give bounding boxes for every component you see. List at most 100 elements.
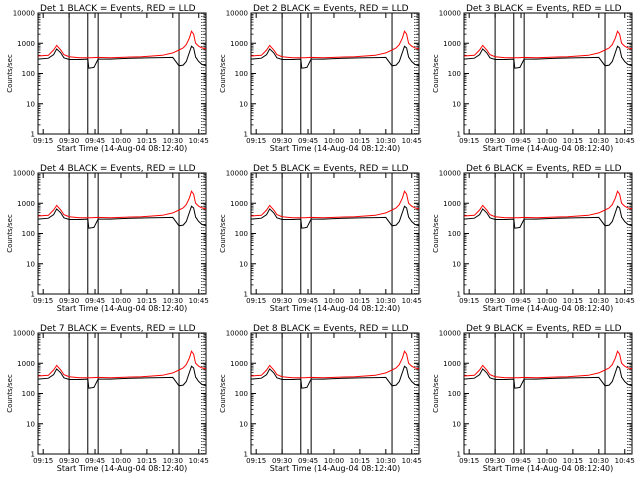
- plot-frame: [37, 332, 207, 455]
- x-tick-label: 10:15: [563, 457, 583, 465]
- x-tick-label: 10:00: [111, 297, 131, 305]
- y-tick-label: 10: [239, 420, 248, 428]
- x-axis-label: Start Time (14-Aug-04 08:12:40): [483, 464, 614, 473]
- x-tick-label: 09:45: [298, 457, 318, 465]
- x-tick-label: 10:45: [402, 457, 422, 465]
- x-tick-label: 09:45: [511, 457, 531, 465]
- x-tick-label: 09:30: [59, 297, 79, 305]
- x-tick-label: 10:30: [163, 137, 183, 145]
- x-tick-label: 09:15: [33, 137, 53, 145]
- x-tick-label: 10:45: [615, 457, 635, 465]
- panel-1: Det 1 BLACK = Events, RED = LLD 1 10 100 100…: [6, 4, 209, 153]
- y-tick-label: 10: [26, 260, 35, 268]
- panel-6: Det 6 BLACK = Events, RED = LLD 1 10 100 100…: [432, 164, 635, 313]
- x-tick-label: 10:00: [324, 297, 344, 305]
- y-tick-label: 1: [31, 451, 35, 459]
- series-line-events: [37, 205, 207, 229]
- panel-title: Det 9 BLACK = Events, RED = LLD: [466, 324, 622, 334]
- panel-title: Det 5 BLACK = Events, RED = LLD: [253, 164, 409, 174]
- y-tick-label: 100: [235, 230, 248, 238]
- x-tick-label: 09:45: [85, 297, 105, 305]
- series-line-lld: [463, 190, 633, 219]
- x-tick-label: 10:15: [563, 137, 583, 145]
- series-line-events: [463, 365, 633, 389]
- y-axis-label: Counts/sec: [432, 374, 440, 413]
- x-tick-label: 09:45: [85, 457, 105, 465]
- y-tick-label: 10000: [13, 10, 35, 18]
- y-tick-label: 100: [448, 70, 461, 78]
- y-tick-label: 1000: [17, 200, 35, 208]
- x-tick-label: 10:30: [589, 457, 609, 465]
- x-tick-label: 10:15: [350, 297, 370, 305]
- x-tick-label: 09:45: [298, 297, 318, 305]
- x-tick-label: 10:00: [324, 457, 344, 465]
- plot-frame: [250, 172, 420, 295]
- series-line-lld: [37, 30, 207, 59]
- y-tick-label: 1000: [17, 40, 35, 48]
- x-tick-label: 09:15: [459, 137, 479, 145]
- x-tick-label: 10:30: [589, 137, 609, 145]
- series-line-lld: [463, 350, 633, 379]
- x-tick-label: 10:30: [589, 297, 609, 305]
- x-tick-label: 09:45: [85, 137, 105, 145]
- series-line-lld: [37, 350, 207, 379]
- y-tick-label: 10: [26, 100, 35, 108]
- x-tick-label: 10:30: [163, 297, 183, 305]
- y-tick-label: 10000: [226, 170, 248, 178]
- y-axis-label: Counts/sec: [6, 54, 14, 93]
- plot-frame: [463, 332, 633, 455]
- y-axis-label: Counts/sec: [6, 214, 14, 253]
- plot-frame: [37, 172, 207, 295]
- x-axis-label: Start Time (14-Aug-04 08:12:40): [270, 304, 401, 313]
- series-line-lld: [250, 350, 420, 379]
- series-line-events: [37, 45, 207, 69]
- x-tick-label: 09:30: [272, 457, 292, 465]
- y-tick-label: 10000: [439, 170, 461, 178]
- y-tick-label: 1: [244, 451, 248, 459]
- plot-frame: [463, 12, 633, 135]
- plot-frame: [463, 172, 633, 295]
- x-axis-label: Start Time (14-Aug-04 08:12:40): [57, 144, 188, 153]
- y-tick-label: 1: [244, 291, 248, 299]
- y-tick-label: 10000: [13, 330, 35, 338]
- x-axis-label: Start Time (14-Aug-04 08:12:40): [57, 304, 188, 313]
- y-axis-label: Counts/sec: [219, 214, 227, 253]
- x-tick-label: 10:00: [537, 137, 557, 145]
- x-axis-label: Start Time (14-Aug-04 08:12:40): [57, 464, 188, 473]
- x-tick-label: 09:30: [59, 457, 79, 465]
- y-tick-label: 10000: [13, 170, 35, 178]
- x-tick-label: 10:00: [537, 297, 557, 305]
- plot-frame: [37, 12, 207, 135]
- y-tick-label: 10: [452, 260, 461, 268]
- x-tick-label: 09:30: [485, 137, 505, 145]
- series-line-lld: [250, 190, 420, 219]
- x-tick-label: 10:45: [615, 297, 635, 305]
- series-line-events: [463, 45, 633, 69]
- y-tick-label: 10000: [439, 330, 461, 338]
- x-tick-label: 10:15: [137, 297, 157, 305]
- panel-title: Det 1 BLACK = Events, RED = LLD: [40, 4, 196, 14]
- panel-title: Det 4 BLACK = Events, RED = LLD: [40, 164, 196, 174]
- series-line-events: [463, 205, 633, 229]
- y-axis-label: Counts/sec: [432, 54, 440, 93]
- y-tick-label: 100: [235, 70, 248, 78]
- y-tick-label: 10: [452, 100, 461, 108]
- y-tick-label: 1: [457, 291, 461, 299]
- panel-title: Det 3 BLACK = Events, RED = LLD: [466, 4, 622, 14]
- x-tick-label: 09:15: [246, 457, 266, 465]
- x-tick-label: 10:15: [563, 297, 583, 305]
- y-axis-label: Counts/sec: [432, 214, 440, 253]
- x-tick-label: 10:45: [615, 137, 635, 145]
- x-tick-label: 09:45: [511, 137, 531, 145]
- x-tick-label: 10:30: [376, 457, 396, 465]
- panel-9: Det 9 BLACK = Events, RED = LLD 1 10 100 100…: [432, 324, 635, 473]
- y-tick-label: 10: [26, 420, 35, 428]
- x-tick-label: 10:15: [350, 457, 370, 465]
- panel-title: Det 2 BLACK = Events, RED = LLD: [253, 4, 409, 14]
- panel-8: Det 8 BLACK = Events, RED = LLD 1 10 100 100…: [219, 324, 422, 473]
- y-tick-label: 1000: [230, 40, 248, 48]
- x-tick-label: 09:45: [511, 297, 531, 305]
- x-tick-label: 09:30: [272, 137, 292, 145]
- panel-7: Det 7 BLACK = Events, RED = LLD 1 10 100 100…: [6, 324, 209, 473]
- y-tick-label: 1: [457, 131, 461, 139]
